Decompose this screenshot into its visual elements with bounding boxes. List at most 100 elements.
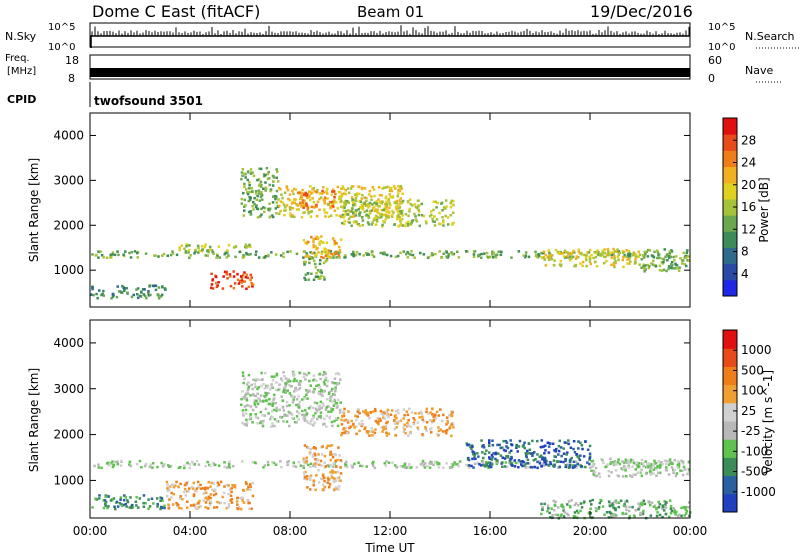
data-cell [445, 251, 448, 254]
data-cell [240, 177, 243, 181]
data-cell [260, 193, 263, 196]
data-cell [271, 404, 274, 407]
data-cell [680, 506, 683, 510]
data-cell [338, 408, 342, 412]
y-tick-label: 1000 [53, 263, 84, 277]
data-cell [241, 285, 244, 288]
data-cell [355, 425, 358, 428]
freq-top-tick: 18 [65, 54, 79, 67]
data-cell [286, 463, 289, 467]
data-cell [354, 253, 358, 257]
data-cell [358, 192, 361, 196]
data-cell [114, 460, 117, 464]
data-cell [293, 395, 296, 399]
data-cell [402, 426, 405, 429]
data-cell [657, 506, 661, 509]
data-cell [334, 417, 338, 420]
data-cell [325, 249, 329, 252]
data-cell [453, 461, 456, 464]
data-cell [343, 431, 347, 434]
data-cell [681, 473, 685, 477]
data-cell [564, 457, 567, 461]
data-cell [309, 215, 313, 218]
data-cell [408, 207, 411, 211]
data-cell [407, 214, 410, 218]
data-cell [473, 462, 477, 465]
data-cell [105, 462, 109, 465]
data-cell [450, 413, 453, 416]
nave-top-tick: 60 [708, 54, 722, 67]
data-cell [175, 501, 178, 505]
data-cell [398, 199, 401, 202]
data-cell [557, 466, 560, 469]
data-cell [604, 255, 607, 259]
data-cell [241, 409, 245, 412]
data-cell [203, 245, 207, 249]
data-cell [330, 444, 333, 447]
data-cell [337, 488, 340, 491]
data-cell [355, 192, 359, 195]
data-cell [95, 292, 98, 296]
data-cell [549, 462, 553, 466]
data-cell [282, 388, 286, 391]
data-cell [223, 252, 226, 256]
data-cell [366, 414, 370, 417]
data-cell [250, 507, 253, 510]
data-cell [588, 260, 592, 263]
data-cell [193, 252, 196, 255]
data-cell [480, 256, 483, 259]
data-cell [500, 250, 503, 254]
data-cell [142, 501, 145, 505]
data-cell [566, 251, 569, 254]
data-cell [491, 463, 494, 466]
data-cell [573, 511, 577, 514]
data-cell [374, 409, 377, 413]
data-cell [225, 270, 229, 274]
data-cell [570, 456, 573, 460]
data-cell [343, 206, 346, 209]
data-cell [366, 221, 370, 224]
data-cell [323, 422, 326, 426]
data-cell [288, 193, 292, 196]
data-cell [575, 466, 578, 469]
data-cell [225, 256, 228, 259]
data-cell [334, 471, 337, 474]
data-cell [514, 461, 518, 465]
data-cell [249, 273, 253, 277]
data-cell [361, 193, 364, 197]
data-cell [350, 224, 353, 227]
colorbar-segment [723, 150, 737, 168]
data-cell [326, 481, 330, 484]
data-cell [469, 445, 472, 449]
data-cell [632, 473, 635, 476]
data-cell [622, 256, 625, 259]
data-cell [640, 462, 644, 465]
data-cell [350, 464, 353, 467]
data-cell [616, 255, 620, 259]
data-cell [565, 512, 569, 516]
data-cell [681, 262, 684, 265]
data-cell [401, 224, 404, 227]
data-cell [445, 423, 448, 426]
data-cell [395, 420, 398, 424]
data-cell [249, 245, 252, 248]
data-cell [332, 477, 335, 480]
data-cell [540, 502, 543, 506]
data-cell [241, 174, 244, 177]
data-cell [531, 454, 534, 457]
data-cell [241, 256, 245, 259]
data-cell [262, 466, 265, 469]
data-cell [417, 213, 421, 217]
data-cell [488, 441, 491, 445]
data-cell [573, 264, 576, 268]
data-cell [540, 465, 543, 468]
data-cell [267, 391, 270, 395]
data-cell [272, 408, 276, 412]
data-cell [302, 413, 306, 416]
data-cell [404, 431, 407, 435]
data-cell [322, 256, 325, 260]
nsearch-top-tick: 10^5 [708, 22, 735, 33]
data-cell [658, 264, 662, 268]
data-cell [170, 491, 173, 495]
data-cell [254, 413, 257, 416]
